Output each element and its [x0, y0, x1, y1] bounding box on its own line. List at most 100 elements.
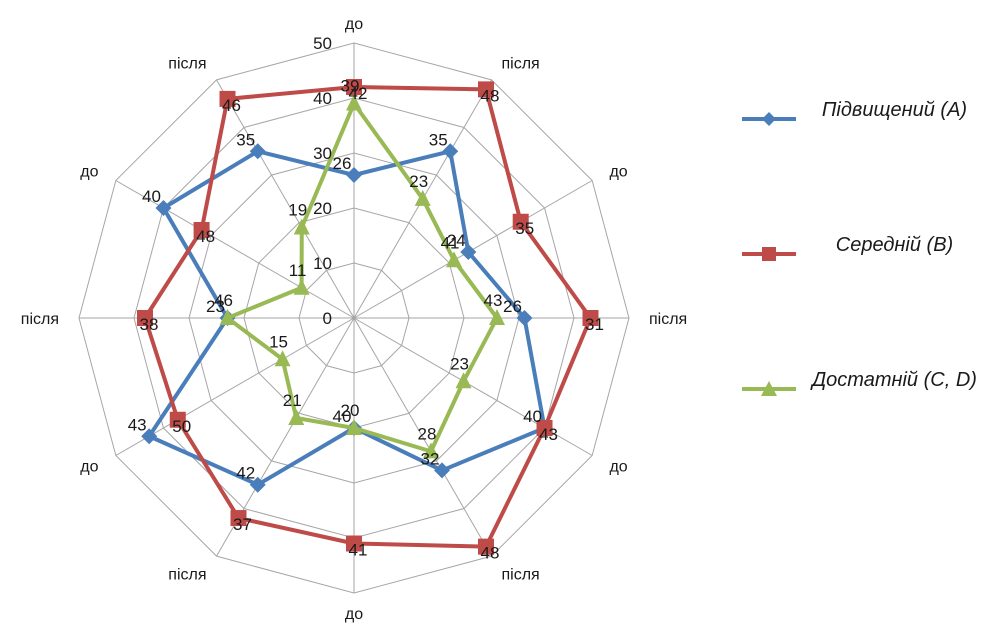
data-point [346, 535, 362, 552]
data-label: 32 [421, 449, 440, 468]
data-label: 40 [523, 407, 542, 426]
category-label: після [21, 311, 59, 328]
grid-spoke [115, 317, 355, 456]
data-point [478, 81, 494, 98]
legend-item-series-c: Достатній (С, D) [740, 365, 980, 500]
data-label: 35 [515, 219, 534, 238]
radar-labels: 0 10 20 30 40 50 26 35 24 26 40 32 40 42 43 23 40 35 42 48 3… [21, 16, 687, 623]
data-label: 37 [233, 515, 252, 534]
data-point [293, 278, 310, 295]
radar-grid [78, 42, 630, 594]
legend-label: Достатній (С, D) [812, 369, 977, 391]
data-point [274, 350, 291, 367]
data-point [460, 244, 477, 260]
data-label: 26 [333, 154, 352, 173]
data-label: 48 [196, 227, 215, 246]
data-label: 39 [341, 77, 360, 96]
data-point [346, 419, 362, 435]
category-label: до [80, 459, 98, 476]
data-point [249, 476, 266, 493]
data-point [249, 143, 266, 160]
data-label: 46 [222, 96, 241, 115]
data-point [582, 310, 599, 326]
data-label: 31 [585, 315, 604, 334]
data-point [423, 442, 439, 459]
data-label: 43 [539, 425, 558, 444]
radial-tick-label: 20 [313, 199, 332, 218]
data-point [536, 420, 553, 436]
data-point [346, 167, 362, 183]
data-point [193, 222, 210, 238]
data-point [446, 251, 463, 268]
data-point [293, 218, 310, 235]
data-point [137, 310, 153, 326]
category-label: після [168, 56, 206, 73]
category-label: після [649, 311, 687, 328]
grid-spoke [353, 317, 492, 557]
legend-item-series-a: Підвищений (А) [740, 95, 980, 230]
data-point [155, 200, 172, 216]
data-label: 35 [429, 130, 448, 149]
grid-spoke [115, 180, 355, 319]
data-label: 19 [288, 201, 307, 220]
legend-marker-diamond [742, 112, 796, 126]
data-label: 26 [503, 297, 522, 316]
data-label: 41 [441, 233, 460, 252]
data-point [169, 411, 186, 428]
data-label: 28 [418, 424, 437, 443]
data-label: 23 [450, 354, 469, 373]
data-point [455, 372, 472, 389]
data-point [512, 213, 529, 230]
data-label: 40 [142, 187, 161, 206]
category-label: після [502, 56, 540, 73]
data-point [141, 428, 158, 445]
category-label: до [609, 459, 627, 476]
data-label: 15 [269, 332, 288, 351]
category-label: до [609, 164, 627, 181]
data-label: 43 [484, 291, 503, 310]
data-point [230, 510, 247, 527]
chart-legend: Підвищений (А) Середній (В) Достатній (С… [740, 95, 980, 500]
data-point [516, 310, 533, 326]
data-label: 41 [349, 541, 368, 560]
grid-spoke [216, 79, 355, 319]
data-point [346, 94, 362, 111]
data-point [219, 309, 236, 325]
data-point [219, 90, 236, 107]
data-point [434, 462, 450, 479]
category-label: після [502, 566, 540, 583]
data-label: 48 [481, 544, 500, 563]
legend-marker-square [742, 247, 796, 261]
data-label: 42 [349, 84, 368, 103]
data-label: 43 [128, 415, 147, 434]
data-label: 21 [283, 391, 302, 410]
data-label: 35 [236, 130, 255, 149]
legend-item-series-b: Середній (В) [740, 230, 980, 365]
data-label: 24 [447, 231, 466, 250]
data-label: 38 [140, 315, 159, 334]
category-label: після [168, 566, 206, 583]
category-label: до [345, 16, 363, 33]
data-point [288, 409, 305, 426]
data-label: 50 [172, 417, 191, 436]
data-label: 42 [236, 464, 255, 483]
category-label: до [345, 606, 363, 623]
data-point [346, 79, 362, 95]
radial-tick-label: 0 [323, 309, 332, 328]
data-label: 40 [333, 407, 352, 426]
data-point [414, 189, 431, 206]
category-label: до [80, 164, 98, 181]
radial-tick-label: 40 [313, 89, 332, 108]
radar-series [137, 79, 599, 555]
data-label: 11 [289, 261, 307, 280]
legend-label: Середній (В) [835, 234, 954, 256]
data-label: 46 [214, 291, 233, 310]
legend-label: Підвищений (А) [821, 99, 968, 121]
radial-tick-label: 50 [313, 34, 332, 53]
data-label: 48 [481, 86, 500, 105]
radar-chart: 0 10 20 30 40 50 26 35 24 26 40 32 40 42 43 23 40 35 42 48 3… [21, 16, 687, 623]
data-point [442, 143, 459, 160]
data-label: 20 [341, 401, 360, 420]
data-point [489, 309, 505, 325]
radial-tick-label: 10 [313, 254, 332, 273]
